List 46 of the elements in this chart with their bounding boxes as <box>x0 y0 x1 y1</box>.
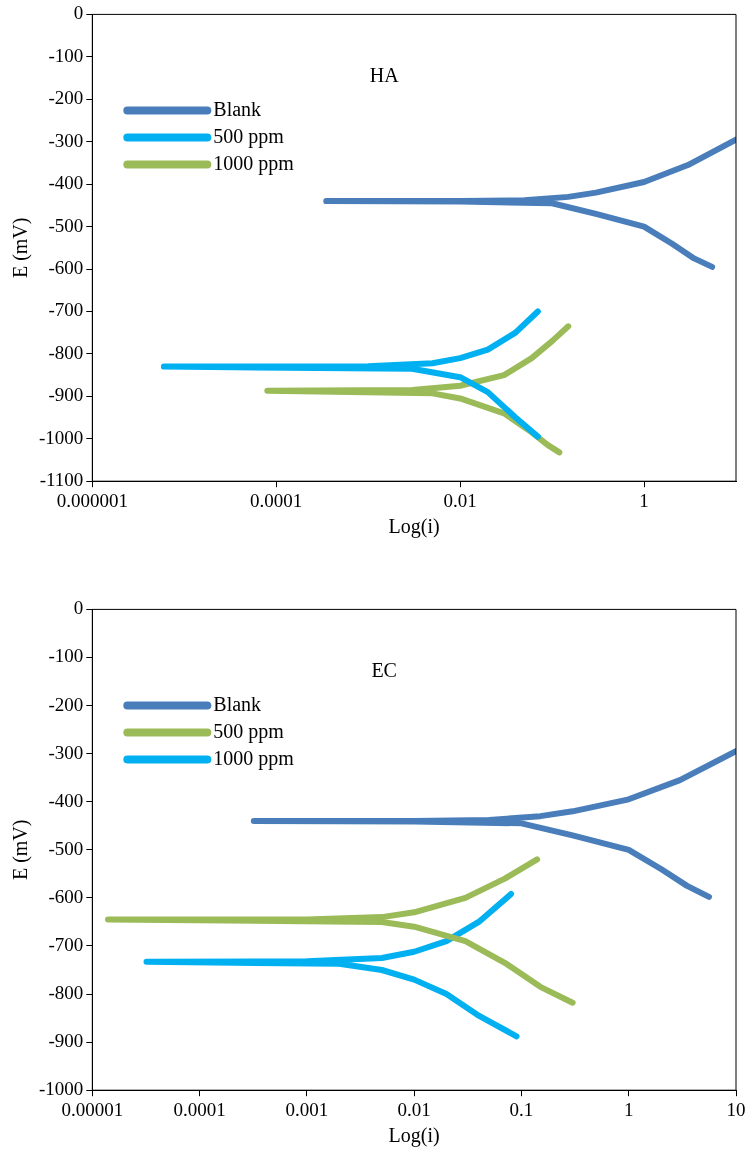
x-tick-label: 0.00001 <box>61 1098 124 1120</box>
y-tick-label: 0 <box>73 597 84 619</box>
y-axis-title: E (mV) <box>9 819 33 881</box>
x-axis-title: Log(i) <box>388 1124 440 1148</box>
y-tick-label: -900 <box>48 1030 84 1052</box>
x-axis-title: Log(i) <box>388 515 440 539</box>
x-tick-label: 10 <box>726 1098 746 1120</box>
y-tick-label: -1000 <box>39 1078 84 1100</box>
y-tick-label: 0 <box>73 2 84 24</box>
legend-label: Blank <box>213 692 262 715</box>
legend-label: 1000 ppm <box>213 151 295 175</box>
y-tick-label: -900 <box>48 384 84 406</box>
y-tick-label: -500 <box>48 837 84 859</box>
legend-label: 500 ppm <box>213 719 285 743</box>
y-tick-label: -400 <box>48 789 84 811</box>
x-tick-label: 1 <box>623 1098 634 1120</box>
y-tick-label: -100 <box>48 645 84 667</box>
legend-label: Blank <box>213 97 262 120</box>
y-tick-label: -700 <box>48 299 84 321</box>
legend-label: 500 ppm <box>213 124 285 148</box>
y-tick-label: -1000 <box>39 426 84 448</box>
y-tick-label: -400 <box>48 172 84 194</box>
y-tick-label: -300 <box>48 741 84 763</box>
y-tick-label: -600 <box>48 257 84 278</box>
y-tick-label: -1100 <box>39 469 84 491</box>
x-tick-label: 0.1 <box>509 1098 534 1120</box>
y-tick-label: -600 <box>48 885 84 907</box>
y-tick-label: -200 <box>48 87 84 109</box>
x-tick-label: 0.01 <box>397 1098 431 1120</box>
y-tick-label: -500 <box>48 214 84 236</box>
legend-label: 1000 ppm <box>213 746 295 770</box>
text: HA <box>369 63 400 86</box>
x-tick-label: 0.001 <box>285 1098 329 1120</box>
y-tick-label: -700 <box>48 933 84 955</box>
y-tick-label: -100 <box>48 44 84 66</box>
y-tick-label: -200 <box>48 693 84 715</box>
x-tick-label: 1 <box>639 489 649 511</box>
x-tick-label: 0.0001 <box>250 489 303 511</box>
y-tick-label: -300 <box>48 129 84 151</box>
x-tick-label: 0.01 <box>443 489 477 511</box>
y-tick-label: -800 <box>48 982 84 1004</box>
x-tick-label: 0.0001 <box>173 1098 226 1120</box>
x-tick-label: 0.000001 <box>56 489 128 511</box>
y-axis-title: E (mV) <box>9 217 33 279</box>
text: EC <box>371 658 397 681</box>
y-tick-label: -800 <box>48 341 84 363</box>
